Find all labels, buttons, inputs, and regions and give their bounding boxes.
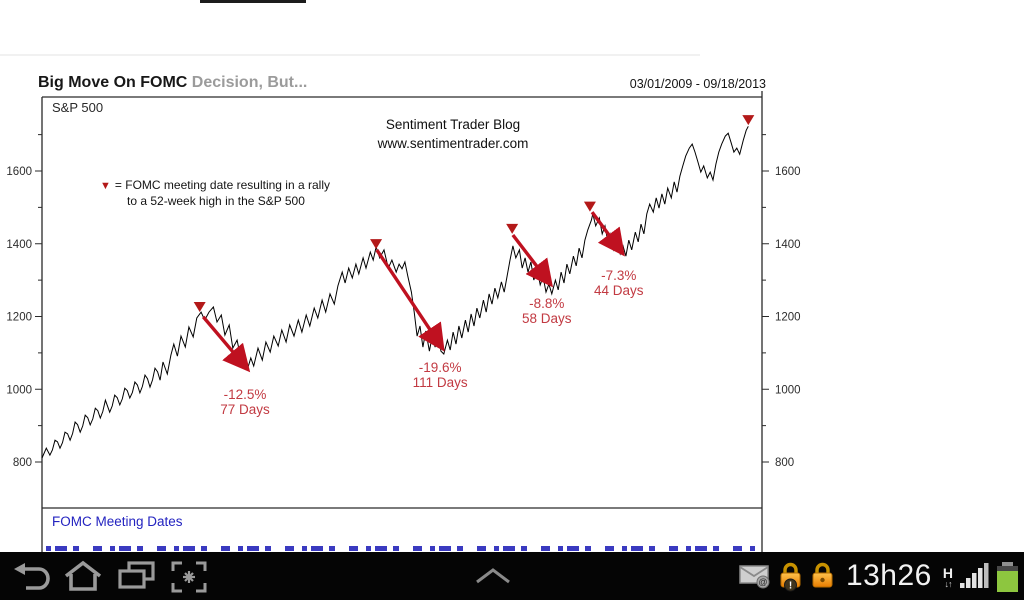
sp500-chart-canvas: 800 800 1000 1000 1200 1200 1400 1400 1600 1600 -1… [6, 91, 801, 552]
decline-arrow [375, 248, 445, 352]
svg-text:@: @ [758, 577, 767, 587]
lock-warning-icon: ! [780, 562, 801, 592]
chevron-up-icon [476, 568, 510, 584]
watermark: Sentiment Trader Blog www.sentimentrader… [330, 115, 576, 153]
battery-icon [997, 562, 1018, 592]
signal-strength-icon [960, 563, 989, 588]
chart-frame [41, 91, 763, 552]
email-notification-icon: @ [739, 565, 770, 589]
android-nav-bar: @ ! 13h26 H ↓↑ [0, 552, 1024, 600]
network-mode-indicator: H ↓↑ [943, 566, 953, 589]
status-area[interactable]: @ ! 13h26 H ↓↑ [739, 552, 1018, 600]
chart-title-bold: Big Move On FOMC [38, 74, 188, 91]
date-range: 03/01/2009 - 09/18/2013 [629, 77, 766, 91]
y-axis-label-left: 1600 [6, 166, 32, 178]
expand-tray-button[interactable] [474, 568, 512, 584]
watermark-line1: Sentiment Trader Blog [385, 117, 521, 132]
chart-title: Big Move On FOMC Decision, But... [38, 74, 307, 92]
y-axis-label-left: 1400 [6, 239, 32, 251]
fomc-triangle-icon: ▼ [100, 180, 111, 192]
decline-annotation: -19.6% 111 Days [413, 360, 468, 390]
chart-title-gray: Decision, But... [187, 74, 308, 91]
scan-artifact [200, 0, 306, 3]
clipped-date-text-row [46, 546, 758, 551]
fomc-meeting-dates-link[interactable]: FOMC Meeting Dates [52, 514, 183, 529]
scan-artifact-faint [0, 54, 700, 56]
fomc-marker-triangle [506, 223, 519, 234]
decline-arrow [201, 315, 251, 373]
legend-line2: to a 52-week high in the S&P 500 [127, 194, 305, 208]
y-axis-label-right: 800 [775, 457, 794, 469]
decline-annotation: -8.8% 58 Days [522, 296, 572, 326]
fomc-marker-triangle [370, 239, 383, 250]
fomc-marker-triangle [583, 201, 596, 212]
y-axis-label-right: 1400 [775, 239, 801, 251]
recent-apps-button[interactable] [116, 560, 158, 592]
decline-arrow [590, 211, 625, 257]
watermark-line2: www.sentimentrader.com [377, 136, 529, 151]
fomc-marker-triangle [193, 302, 206, 313]
legend-line1: = FOMC meeting date resulting in a rally [114, 178, 330, 192]
series-label: S&P 500 [52, 100, 104, 115]
decline-annotation: -7.3% 44 Days [594, 268, 644, 298]
screen-capture-icon [171, 561, 207, 593]
network-arrows-icon: ↓↑ [944, 578, 952, 589]
fomc-marker-triangle [742, 115, 755, 126]
network-h-icon: H [942, 564, 953, 581]
decline-annotation: -12.5% 77 Days [220, 387, 270, 417]
legend: ▼ = FOMC meeting date resulting in a rall… [100, 178, 330, 209]
y-axis-label-right: 1600 [775, 166, 801, 178]
home-icon [64, 560, 102, 591]
recent-apps-icon [118, 561, 155, 589]
svg-text:!: ! [789, 581, 792, 592]
y-axis-label-right: 1200 [775, 312, 801, 324]
chart-page: Big Move On FOMC Decision, But... 03/01/… [0, 0, 801, 552]
decline-arrow [511, 233, 554, 288]
back-button[interactable] [12, 560, 52, 592]
y-axis-label-right: 1000 [775, 384, 801, 396]
clock: 13h26 [845, 559, 932, 592]
y-axis-label-left: 1200 [6, 312, 32, 324]
screen-capture-button[interactable] [170, 560, 208, 594]
y-axis-label-left: 1000 [6, 384, 32, 396]
back-icon [14, 563, 50, 590]
home-button[interactable] [62, 560, 104, 592]
y-axis-label-left: 800 [13, 457, 32, 469]
lock-icon [812, 562, 833, 588]
